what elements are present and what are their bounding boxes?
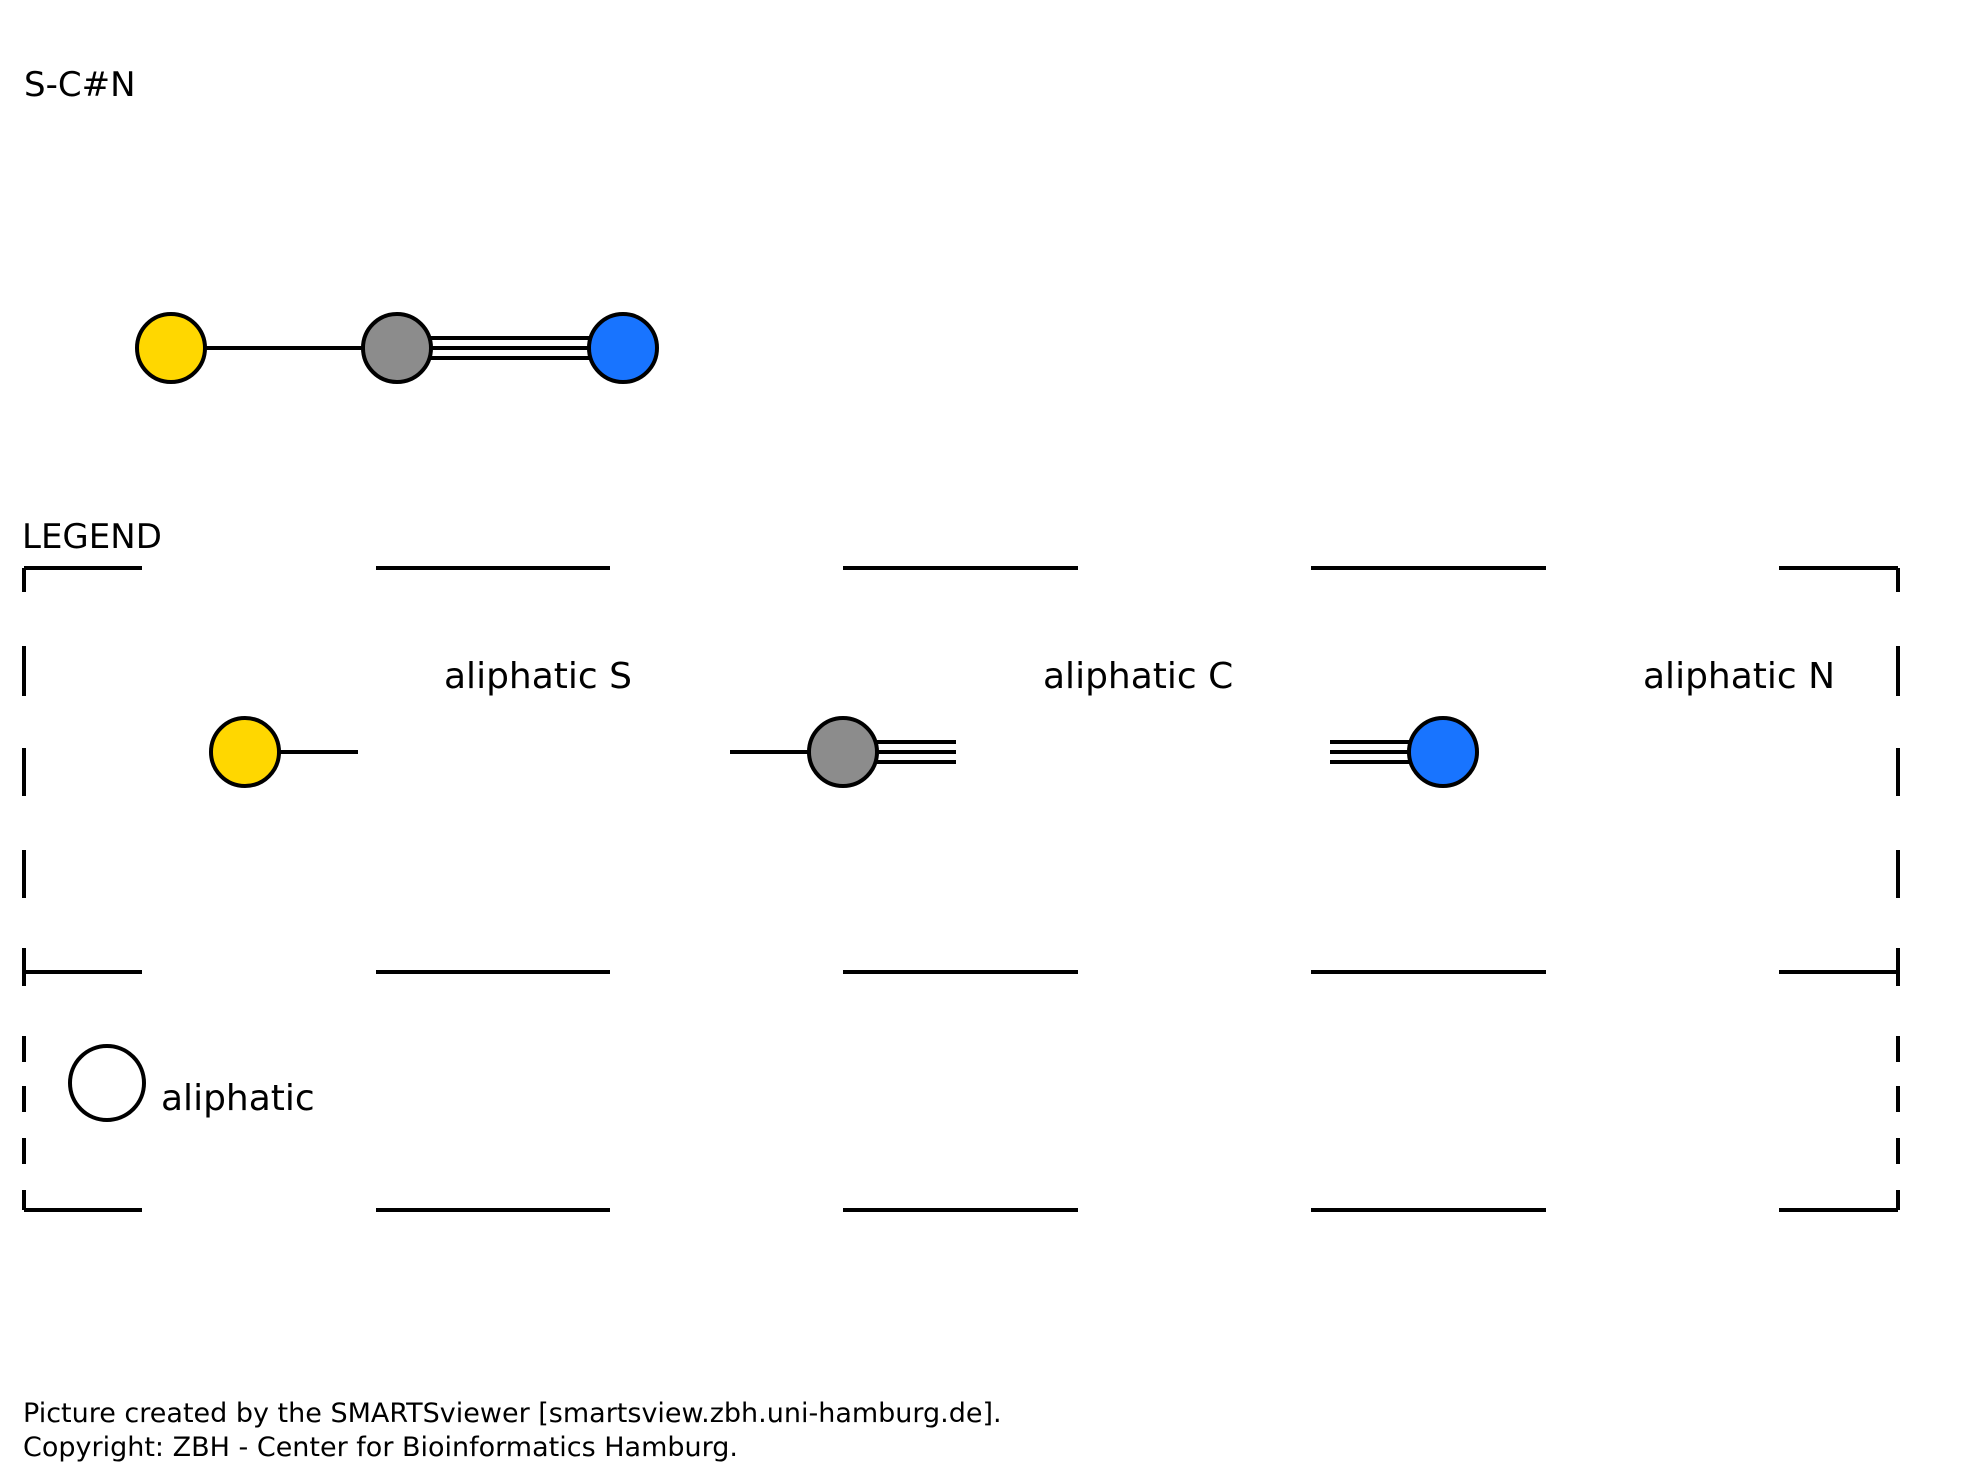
- legend-key-label: aliphatic: [161, 1078, 315, 1119]
- legend-label-aliphatic-c: aliphatic C: [1043, 656, 1233, 697]
- legend-label-aliphatic-n: aliphatic N: [1643, 656, 1835, 697]
- smarts-pattern-label: S-C#N: [24, 65, 136, 105]
- bond-c-n-triple: [430, 336, 592, 360]
- atom-n: [587, 312, 659, 384]
- legend-label-aliphatic-s: aliphatic S: [444, 656, 632, 697]
- legend-n-bond-stub: [1330, 740, 1410, 764]
- footer-credit: Picture created by the SMARTSviewer [sma…: [23, 1398, 1002, 1429]
- legend-title: LEGEND: [22, 517, 162, 557]
- molecule-graph: [135, 312, 659, 384]
- legend-atom-n: [1407, 716, 1479, 788]
- legend-entry-aliphatic-n: aliphatic N: [1330, 656, 1835, 788]
- legend-atom-s: [209, 716, 281, 788]
- aliphatic-key-circle: [68, 1044, 146, 1122]
- legend-key-aliphatic: aliphatic: [68, 1044, 315, 1122]
- legend-atom-c: [807, 716, 879, 788]
- atom-c: [361, 312, 433, 384]
- legend-c-bond-stubs: [730, 740, 956, 764]
- footer-copyright: Copyright: ZBH - Center for Bioinformati…: [23, 1432, 738, 1463]
- legend-entry-aliphatic-s: aliphatic S: [209, 656, 632, 788]
- legend-entry-aliphatic-c: aliphatic C: [730, 656, 1233, 788]
- atom-s: [135, 312, 207, 384]
- legend-frame: [22, 566, 1900, 1212]
